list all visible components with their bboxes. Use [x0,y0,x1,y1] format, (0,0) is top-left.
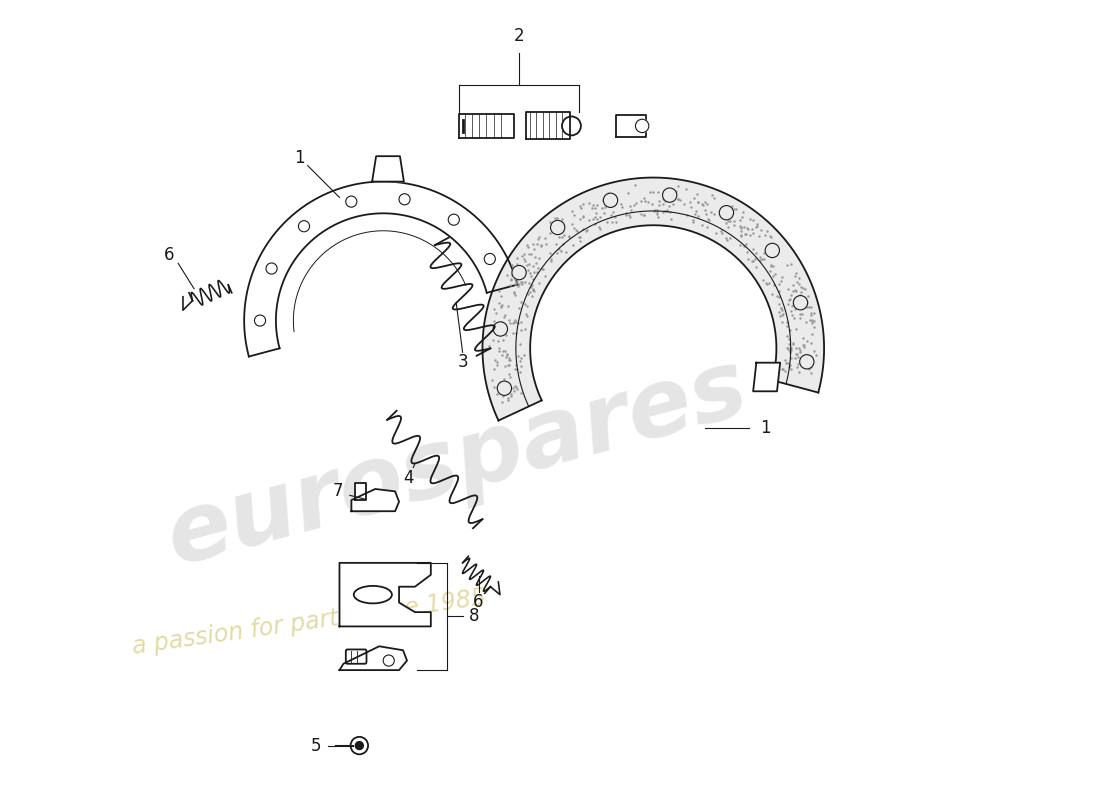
Circle shape [493,322,507,336]
Text: 5: 5 [310,737,321,754]
Polygon shape [340,646,407,670]
Circle shape [662,188,676,202]
Circle shape [298,221,309,232]
Text: 6: 6 [164,246,174,265]
Circle shape [766,243,780,258]
Text: 4: 4 [404,469,414,487]
Polygon shape [355,482,365,500]
Text: 2: 2 [514,27,525,45]
Polygon shape [459,114,515,138]
Ellipse shape [354,586,392,603]
Polygon shape [340,563,431,626]
Circle shape [448,214,460,226]
Text: 3: 3 [458,353,468,371]
Polygon shape [351,489,399,511]
Circle shape [383,655,394,666]
Circle shape [800,354,814,369]
Text: 1: 1 [295,149,305,166]
Circle shape [550,220,564,234]
Circle shape [266,263,277,274]
Text: 6: 6 [473,593,484,610]
Text: 1: 1 [760,419,771,437]
Circle shape [345,196,356,207]
Circle shape [484,254,495,265]
Text: 8: 8 [469,607,480,626]
Polygon shape [616,114,646,137]
Circle shape [719,206,734,220]
Circle shape [399,194,410,205]
Polygon shape [483,178,824,421]
Polygon shape [244,182,517,357]
Polygon shape [372,156,404,182]
Circle shape [254,315,265,326]
Text: eurospares: eurospares [157,342,758,586]
Circle shape [793,295,807,310]
Circle shape [604,193,618,207]
Circle shape [355,742,363,750]
Text: a passion for parts since 1985: a passion for parts since 1985 [131,586,487,659]
Text: 7: 7 [332,482,343,500]
Circle shape [636,119,649,133]
Circle shape [497,381,512,395]
FancyBboxPatch shape [345,650,366,664]
Polygon shape [526,113,570,139]
Polygon shape [754,362,780,391]
Circle shape [512,266,526,280]
Circle shape [562,117,581,135]
Circle shape [351,737,369,754]
